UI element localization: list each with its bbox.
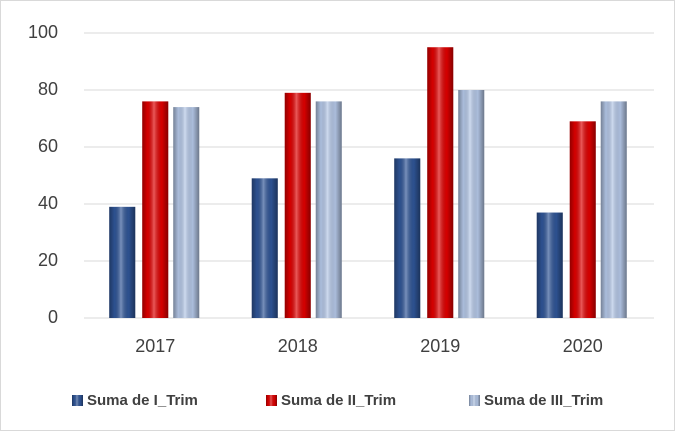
legend-label: Suma de III_Trim: [484, 392, 603, 409]
bar-shine: [600, 101, 627, 319]
x-tick-label: 2019: [420, 336, 460, 356]
y-tick-label: 0: [48, 307, 58, 327]
legend-swatch-shine: [266, 395, 277, 406]
legend-swatch-shine: [469, 395, 480, 406]
bar-shine: [394, 158, 421, 318]
legend-swatch-shine: [72, 395, 83, 406]
bar-shine: [173, 107, 200, 318]
legend-label: Suma de I_Trim: [87, 392, 198, 409]
bar-shine: [284, 92, 311, 318]
bar-shine: [458, 90, 485, 318]
bar-shine: [109, 206, 136, 318]
x-tick-label: 2020: [563, 336, 603, 356]
bar-shine: [315, 101, 342, 319]
bar-shine: [251, 178, 278, 318]
x-tick-label: 2018: [278, 336, 318, 356]
y-tick-label: 20: [38, 250, 58, 270]
bar-shine: [142, 101, 169, 319]
bar-shine: [536, 212, 563, 318]
y-tick-label: 60: [38, 136, 58, 156]
bar-shine: [569, 121, 596, 318]
y-tick-label: 40: [38, 193, 58, 213]
bar-shine: [427, 47, 454, 318]
x-tick-label: 2017: [135, 336, 175, 356]
y-tick-label: 100: [28, 22, 58, 42]
legend-label: Suma de II_Trim: [281, 392, 396, 409]
y-tick-label: 80: [38, 79, 58, 99]
